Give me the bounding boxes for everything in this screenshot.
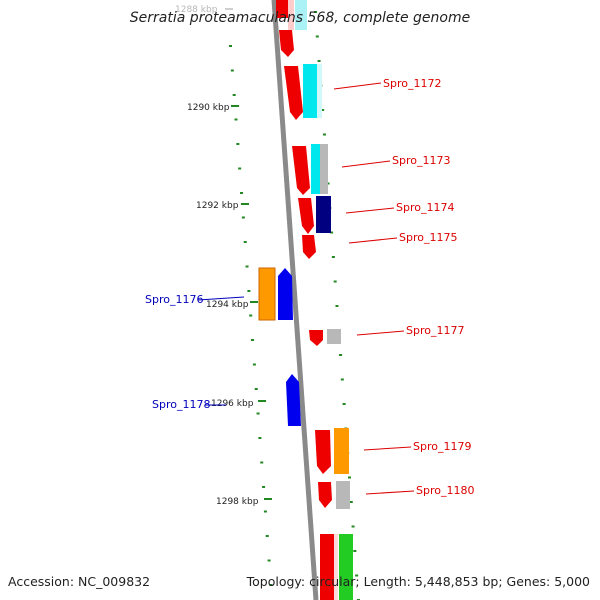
accession-text: Accession: NC_009832 [8,574,150,589]
tick-label-1298kbp: 1298 kbp [216,497,259,507]
gene-block-gray[interactable] [327,329,341,344]
genome-backbone [271,0,319,600]
leader-line [356,330,405,336]
gene-block-orange[interactable] [258,267,276,321]
gene-label-spro_1178[interactable]: Spro_1178 [152,398,210,411]
leader-line [365,490,415,495]
gene-label-spro_1179[interactable]: Spro_1179 [413,440,471,453]
tick-label-1290kbp: 1290 kbp [187,103,230,113]
gene-label-spro_1177[interactable]: Spro_1177 [406,324,464,337]
gene-spro_1178[interactable] [286,374,301,426]
topology-text: Topology: circular; Length: 5,448,853 bp… [246,574,590,589]
gene-spro_1174[interactable] [298,196,331,234]
gene-arrow-red[interactable] [284,66,303,120]
gene-label-spro_1172[interactable]: Spro_1172 [383,77,441,90]
gene-block-cyan[interactable] [303,64,317,118]
gene-label-spro_1173[interactable]: Spro_1173 [392,154,450,167]
gene-block-cyan[interactable] [295,0,307,30]
gene-block-navy[interactable] [316,196,331,233]
gene-spro_1179[interactable] [315,428,349,474]
gene-block-orange[interactable] [334,428,349,474]
gene-label-spro_1175[interactable]: Spro_1175 [399,231,457,244]
scale-ticks: 1288 kbp 1290 kbp 1292 kbp 1294 kbp 1296… [175,5,272,507]
gene-spro_1181[interactable] [320,534,353,600]
gene-block-light[interactable] [317,64,322,118]
gene-spro_1175[interactable] [302,235,316,259]
gene-arrow-red[interactable] [318,482,332,508]
leader-line [197,296,245,301]
leader-line [333,82,382,90]
gene-arrow-red[interactable] [315,430,331,474]
gene-spro_1180[interactable] [318,481,350,509]
leader-line [348,237,398,244]
leader-line [363,446,412,451]
gene-spro_1172[interactable] [284,64,322,120]
inner-tick-track [229,45,273,586]
gene-spro_1176[interactable] [258,267,293,321]
gene-block-pink[interactable] [334,534,338,600]
gene-label-spro_1174[interactable]: Spro_1174 [396,201,454,214]
gene-arrow-red[interactable] [309,330,323,346]
label-leaders [197,82,415,495]
gene-arrow-red[interactable] [298,198,314,234]
gene-arrow-blue[interactable] [286,374,301,426]
gene-block-green[interactable] [339,534,353,600]
genome-title: Serratia proteamaculans 568, complete ge… [130,10,470,26]
gene-block-cyan[interactable] [311,144,320,194]
gene-arrow-blue[interactable] [278,268,293,320]
tick-label-1294kbp: 1294 kbp [206,300,249,310]
gene-block-pink[interactable] [288,0,294,30]
tick-label-1292kbp: 1292 kbp [196,201,239,211]
gene-label-spro_1180[interactable]: Spro_1180 [416,484,474,497]
leader-line [341,160,391,168]
gene-arrow-red[interactable] [279,30,294,57]
gene-block-gray[interactable] [336,481,350,509]
leader-line [345,207,395,214]
gene-spro_1177[interactable] [309,329,341,346]
gene-block-red[interactable] [320,534,334,600]
gene-spro_1173[interactable] [292,144,328,195]
gene-label-spro_1176[interactable]: Spro_1176 [145,293,203,306]
tick-label-1288kbp: 1288 kbp [175,5,218,15]
gene-block-red[interactable] [276,0,288,18]
gene-arrow-red[interactable] [302,235,316,259]
gene-block-gray[interactable] [320,144,328,194]
gene-arrow-red[interactable] [292,146,310,195]
gene-spro_1171[interactable] [276,0,307,57]
tick-label-1296kbp: 1296 kbp [211,399,254,409]
